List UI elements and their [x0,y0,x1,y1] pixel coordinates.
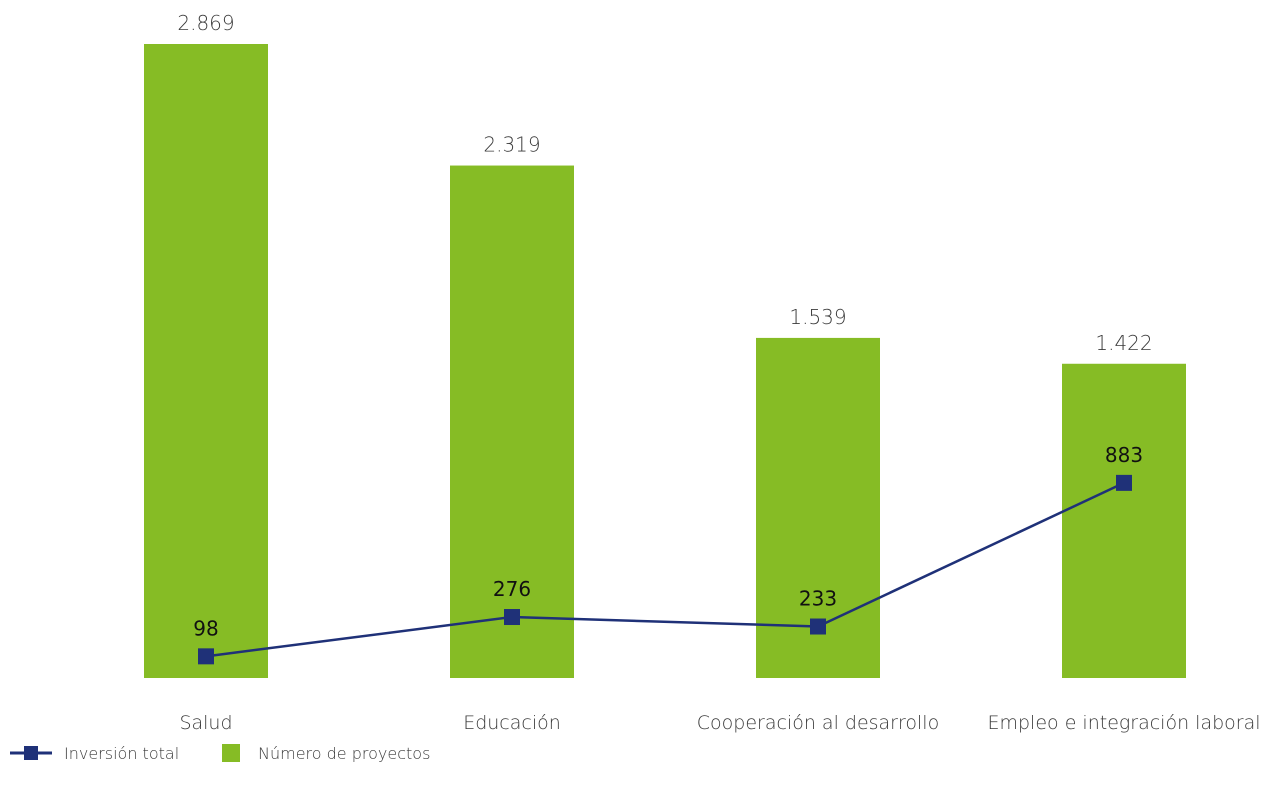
line-labels-layer: 98 276 233 883 [193,443,1143,640]
line-point-1[interactable] [198,648,214,665]
category-label-4: Empleo e integración laboral [987,712,1260,734]
category-label-2: Educación [463,712,561,734]
line-value-label-1: 98 [193,616,218,640]
bar-value-label-4: 1.422 [1095,331,1152,355]
line-value-label-2: 276 [493,577,531,601]
line-value-label-4: 883 [1105,443,1143,467]
category-labels-layer: Salud Educación Cooperación al desarrollo E… [179,712,1260,734]
legend-line-marker [24,746,38,760]
line-layer [198,474,1132,665]
bar-2[interactable] [450,165,574,679]
bar-value-label-3: 1.539 [789,305,846,329]
line-point-3[interactable] [810,618,826,635]
category-label-3: Cooperación al desarrollo [697,712,939,734]
legend-item-line[interactable]: Inversión total [10,744,179,763]
line-point-4[interactable] [1116,474,1132,491]
line-series [205,481,1125,658]
legend-bar-swatch [222,744,240,762]
bar-labels-layer: 2.869 2.319 1.539 1.422 [177,11,1152,355]
legend: Inversión total Número de proyectos [10,744,430,763]
bar-4[interactable] [1062,363,1186,678]
legend-label-bar: Número de proyectos [258,744,430,763]
bar-value-label-2: 2.319 [483,133,540,157]
legend-item-bar[interactable]: Número de proyectos [222,744,430,763]
line-point-2[interactable] [504,609,520,626]
bar-1[interactable] [144,44,268,678]
legend-label-line: Inversión total [64,744,179,763]
bar-value-label-1: 2.869 [177,11,234,35]
category-label-1: Salud [179,712,232,734]
line-value-label-3: 233 [799,587,837,611]
bars-layer [144,44,1186,679]
